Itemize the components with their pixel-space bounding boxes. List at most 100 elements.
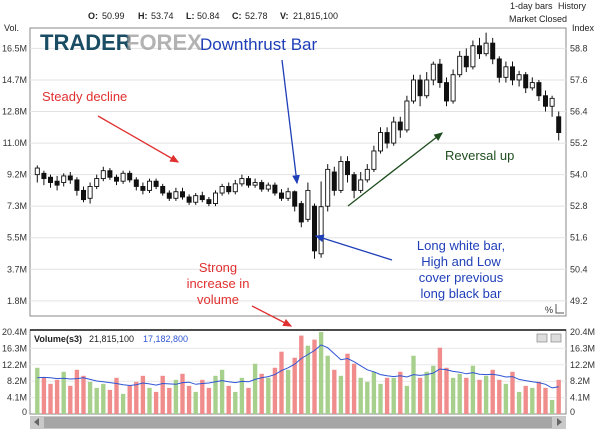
candle (180, 187, 185, 200)
volume-left-tick: 16.3M (2, 343, 27, 353)
watermark-forex: FOREX (126, 30, 202, 55)
candle (437, 58, 443, 88)
scrollbar-thumb[interactable] (44, 417, 552, 428)
candlestick-series (34, 32, 562, 259)
volume-bar (299, 335, 304, 414)
candle (252, 178, 258, 188)
candle (100, 166, 106, 182)
volume-right-axis: 0 4.1M 8.2M 12.2M 16.3M 20.4M (570, 327, 595, 417)
candle (463, 48, 469, 73)
candle-body-up (265, 184, 271, 190)
panel-close-icon[interactable] (550, 333, 562, 343)
volume-bar (470, 365, 476, 414)
volume-bar (292, 357, 297, 414)
volume-bar (147, 387, 152, 414)
candle-body-down (114, 176, 119, 182)
volume-bar (107, 389, 113, 414)
candle-body-down (107, 170, 113, 178)
candle (417, 74, 423, 107)
volume-bar (483, 375, 489, 414)
price-gridlines (30, 47, 566, 302)
candle (147, 178, 152, 194)
scroll-right-icon[interactable] (557, 418, 562, 426)
candle (549, 95, 555, 117)
right-tick-label: 55.2 (570, 138, 588, 148)
candle-body-up (483, 42, 489, 55)
candle (239, 174, 245, 187)
candle-body-up (457, 55, 463, 76)
volume-bar (186, 385, 192, 414)
candle-body-down (523, 74, 529, 89)
candle (384, 127, 390, 149)
volume-header-value: 21,815,100 (293, 11, 338, 21)
resize-corner-icon[interactable] (555, 304, 564, 314)
candle-body-down (259, 182, 265, 190)
market-status: Market Closed (509, 14, 567, 24)
volume-left-tick: 12.2M (2, 360, 27, 370)
volume-bar (285, 369, 291, 414)
history-link[interactable]: History (558, 1, 587, 11)
candle-body-down (199, 195, 205, 201)
candle (193, 193, 199, 205)
candle (199, 191, 205, 203)
volume-bar (120, 393, 126, 414)
candle (246, 175, 251, 188)
candle-body-up (94, 178, 100, 187)
candle (127, 170, 133, 183)
candle (477, 37, 482, 59)
scroll-left-icon[interactable] (34, 418, 39, 426)
volume-bar (365, 381, 370, 414)
volume-bar (549, 399, 555, 414)
candle-body-up (325, 168, 331, 207)
left-tick-label: 12.8M (2, 107, 27, 117)
strong-volume-arrow (251, 305, 293, 327)
candle (298, 200, 304, 228)
volume-bar (101, 383, 106, 414)
percent-toggle[interactable]: % (545, 305, 553, 315)
volume-right-tick: 8.2M (570, 376, 590, 386)
candle-body-up (147, 180, 152, 191)
candle (305, 182, 311, 222)
candle (41, 170, 47, 186)
candle (312, 203, 317, 259)
candle (114, 174, 119, 186)
volume-bar (417, 377, 423, 414)
candle-body-down (127, 172, 133, 181)
bars-interval-link[interactable]: 1-day bars (510, 1, 553, 11)
candle (232, 179, 238, 195)
candle-body-up (503, 66, 509, 78)
right-price-axis: 49.2 50.4 51.6 52.8 54.0 55.2 56.4 57.6 58.8 (570, 43, 588, 305)
candle-body-up (232, 183, 238, 193)
candle-body-down (166, 192, 172, 199)
volume-bar (153, 391, 159, 414)
volume-bar (497, 379, 502, 414)
candle-body-down (543, 95, 548, 107)
candle-body-down (67, 175, 73, 181)
volume-bar (41, 377, 47, 414)
left-tick-label: 11.0M (3, 138, 27, 148)
candle (483, 32, 489, 57)
candle-body-up (285, 191, 291, 199)
close-label: C: (232, 11, 242, 21)
reversal-up-label: Reversal up (445, 148, 514, 163)
candle-body-up (404, 100, 410, 131)
candle (120, 170, 126, 184)
candle (536, 79, 542, 101)
volume-gridlines (30, 347, 566, 399)
volume-right-tick: 0 (570, 407, 575, 417)
volume-bar (219, 369, 225, 414)
volume-left-tick: 0 (22, 407, 27, 417)
strong-volume-line-3: volume (197, 292, 239, 307)
traderforex-watermark: TRADER FOREX (40, 30, 202, 55)
left-tick-label: 9.2M (7, 170, 27, 180)
candle-body-down (292, 191, 298, 207)
panel-minimize-icon[interactable] (536, 333, 548, 343)
candle-body-down (272, 184, 278, 194)
candle (133, 177, 139, 191)
volume-bar (424, 371, 429, 414)
volume-bar (74, 369, 80, 414)
volume-bar (272, 367, 278, 414)
volume-panel-controls[interactable] (536, 333, 562, 343)
candle-body-up (529, 82, 535, 89)
